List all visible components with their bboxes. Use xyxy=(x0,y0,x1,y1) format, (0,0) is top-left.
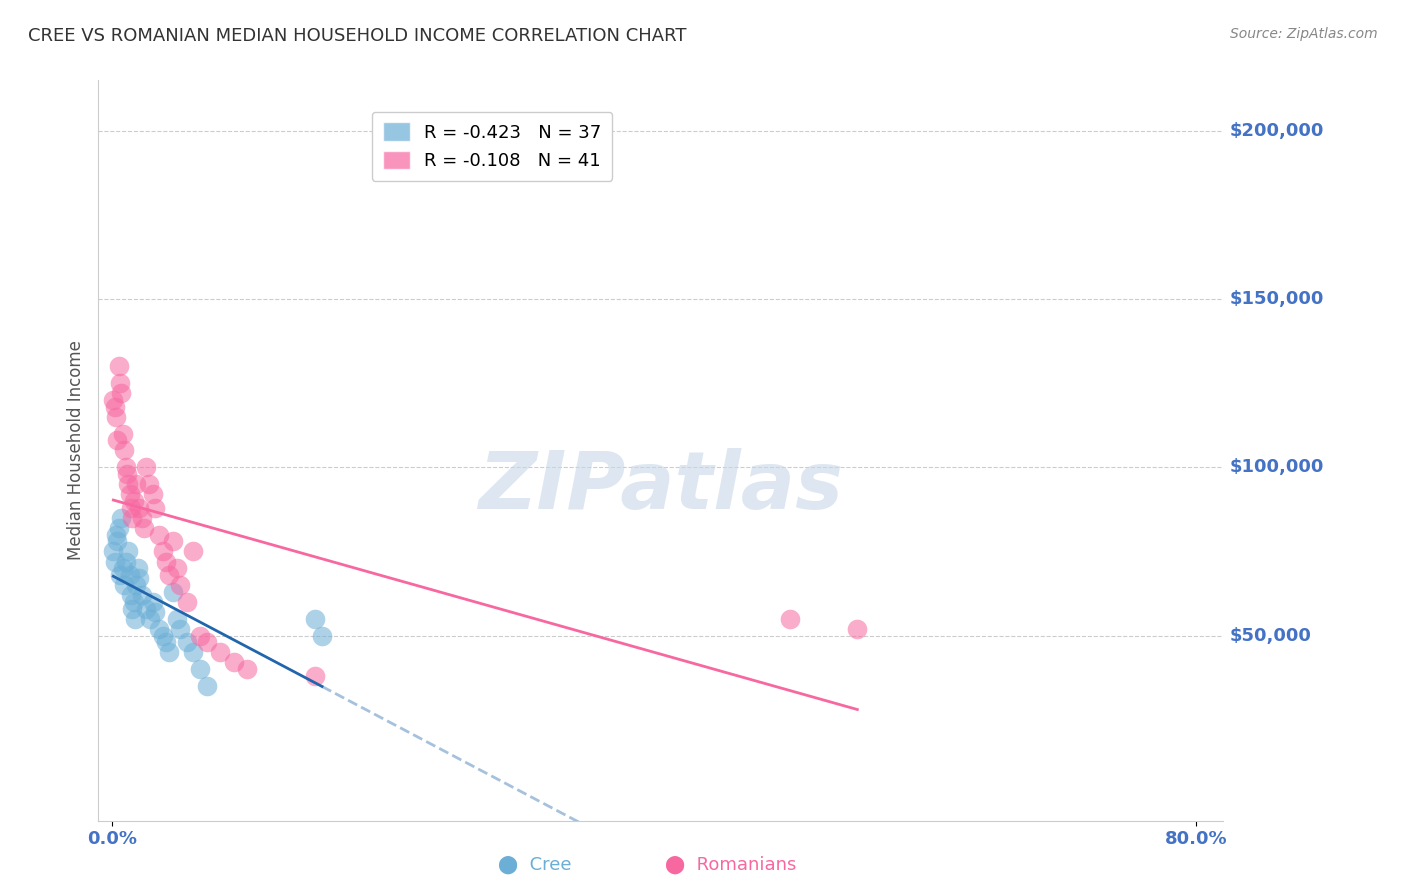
Point xyxy=(148,622,170,636)
Point xyxy=(124,612,146,626)
Point xyxy=(118,487,141,501)
Point xyxy=(152,544,174,558)
Point xyxy=(188,662,211,676)
Point xyxy=(135,601,157,615)
Point xyxy=(117,477,139,491)
Legend: R = -0.423   N = 37, R = -0.108   N = 41: R = -0.423 N = 37, R = -0.108 N = 41 xyxy=(371,112,613,181)
Point xyxy=(110,510,132,524)
Point xyxy=(127,561,149,575)
Point xyxy=(105,434,128,448)
Point xyxy=(152,629,174,643)
Point xyxy=(222,656,245,670)
Point xyxy=(107,521,129,535)
Text: ZIPatlas: ZIPatlas xyxy=(478,449,844,526)
Point xyxy=(195,679,218,693)
Point xyxy=(139,612,162,626)
Point xyxy=(117,544,139,558)
Point xyxy=(155,554,177,569)
Point xyxy=(105,534,128,549)
Point xyxy=(111,426,134,441)
Point xyxy=(138,477,160,491)
Text: $100,000: $100,000 xyxy=(1230,458,1324,476)
Text: CREE VS ROMANIAN MEDIAN HOUSEHOLD INCOME CORRELATION CHART: CREE VS ROMANIAN MEDIAN HOUSEHOLD INCOME… xyxy=(28,27,686,45)
Text: $200,000: $200,000 xyxy=(1230,122,1324,140)
Point xyxy=(176,595,198,609)
Y-axis label: Median Household Income: Median Household Income xyxy=(66,341,84,560)
Point xyxy=(142,595,165,609)
Point xyxy=(108,376,131,391)
Text: $150,000: $150,000 xyxy=(1230,290,1324,308)
Point xyxy=(112,443,135,458)
Point xyxy=(103,544,125,558)
Point xyxy=(120,500,142,515)
Point xyxy=(311,629,333,643)
Point xyxy=(142,487,165,501)
Point xyxy=(111,561,134,575)
Point xyxy=(236,662,259,676)
Point xyxy=(114,554,136,569)
Point xyxy=(110,386,132,401)
Point xyxy=(176,635,198,649)
Point xyxy=(128,571,150,585)
Point xyxy=(135,460,157,475)
Point xyxy=(114,460,136,475)
Point xyxy=(143,605,166,619)
Point xyxy=(169,578,191,592)
Point xyxy=(112,578,135,592)
Point xyxy=(779,612,801,626)
Point xyxy=(157,568,180,582)
Point xyxy=(143,500,166,515)
Point xyxy=(131,588,153,602)
Point xyxy=(104,554,127,569)
Point xyxy=(104,400,127,414)
Point xyxy=(122,494,145,508)
Point xyxy=(131,510,153,524)
Point xyxy=(181,645,204,659)
Point xyxy=(128,500,150,515)
Text: $50,000: $50,000 xyxy=(1230,626,1312,645)
Point xyxy=(155,635,177,649)
Point xyxy=(304,669,326,683)
Point xyxy=(166,561,188,575)
Point xyxy=(125,578,148,592)
Point xyxy=(105,409,128,424)
Text: ⬤  Cree: ⬤ Cree xyxy=(498,855,571,874)
Point xyxy=(103,392,125,407)
Point xyxy=(120,588,142,602)
Point xyxy=(181,544,204,558)
Point xyxy=(121,601,143,615)
Point xyxy=(195,635,218,649)
Point xyxy=(157,645,180,659)
Point xyxy=(122,595,145,609)
Text: Source: ZipAtlas.com: Source: ZipAtlas.com xyxy=(1230,27,1378,41)
Point xyxy=(121,510,143,524)
Point xyxy=(105,527,128,541)
Point xyxy=(188,629,211,643)
Point xyxy=(115,467,138,481)
Point xyxy=(134,521,156,535)
Point xyxy=(166,612,188,626)
Point xyxy=(209,645,232,659)
Point xyxy=(148,527,170,541)
Point xyxy=(846,622,869,636)
Point xyxy=(125,477,148,491)
Point xyxy=(107,359,129,374)
Point xyxy=(304,612,326,626)
Point xyxy=(118,568,141,582)
Point xyxy=(162,584,184,599)
Point xyxy=(169,622,191,636)
Point xyxy=(108,568,131,582)
Point xyxy=(162,534,184,549)
Text: ⬤  Romanians: ⬤ Romanians xyxy=(665,855,797,874)
